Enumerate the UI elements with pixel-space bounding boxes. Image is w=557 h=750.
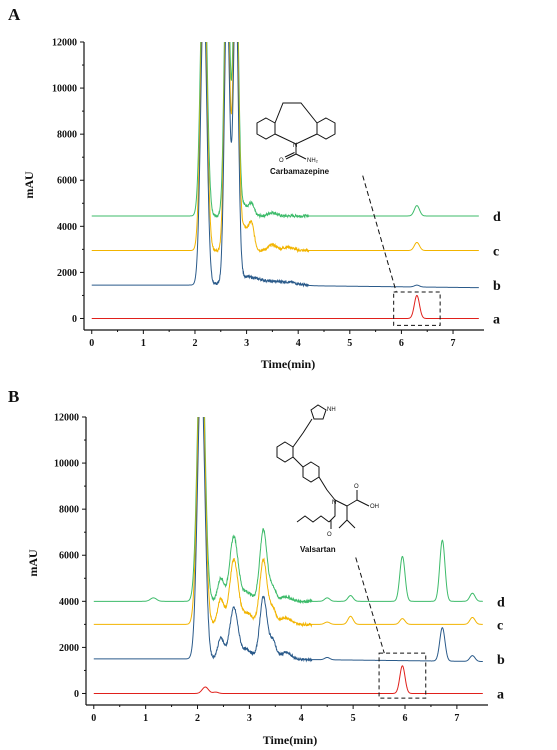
x-tick-label: 3 (244, 338, 249, 349)
trace-label-c: c (497, 618, 503, 633)
trace-label-b: b (497, 653, 505, 668)
svg-text:NH: NH (327, 407, 336, 413)
biphenyl-ring-2 (302, 461, 320, 483)
y-tick-label: 6000 (57, 176, 77, 187)
x-tick-label: 5 (351, 713, 356, 724)
trace-label-a: a (497, 687, 504, 702)
x-tick-label: 1 (143, 713, 148, 724)
trace-b-line (91, 42, 479, 289)
y-axis-title-b: mAU (26, 549, 40, 577)
y-tick-label: 8000 (59, 505, 79, 516)
benzene-ring-right (316, 117, 336, 140)
benzene-ring-left (256, 117, 276, 140)
y-tick-label: 12000 (52, 38, 77, 49)
x-tick-label: 6 (399, 338, 404, 349)
svg-text:O: O (327, 532, 332, 538)
trace-d-line (91, 42, 479, 219)
trace-label-a: a (493, 312, 500, 327)
trace-label-b: b (493, 279, 501, 294)
ethylene-bridge (274, 102, 318, 124)
y-tick-label: 0 (72, 314, 77, 325)
y-tick-label: 4000 (59, 597, 79, 608)
trace-a-line (91, 294, 479, 319)
y-tick-label: 12000 (54, 413, 79, 424)
y-tick-label: 0 (74, 689, 79, 700)
x-tick-label: 6 (403, 713, 408, 724)
panel-label-a: A (8, 5, 21, 24)
y-axis-title-a: mAU (22, 171, 36, 199)
y-tick-label: 4000 (57, 222, 77, 233)
x-tick-label: 4 (299, 713, 304, 724)
y-tick-label: 2000 (57, 268, 77, 279)
annotation-valsartan: Valsartan (300, 545, 336, 554)
panel-a: A mAU Time(min) 0 1 2 3 4 5 6 7 0 2000 4000 6000 800… (8, 5, 501, 371)
svg-text:N: N (332, 500, 336, 506)
trace-a-line (93, 665, 483, 694)
x-tick-label: 5 (347, 338, 352, 349)
svg-text:N: N (293, 143, 297, 149)
carbamazepine-structure: N O NH₂ (256, 102, 336, 164)
tetrazole-ring (310, 404, 327, 420)
valsartan-structure: NH N O O OH (276, 404, 379, 538)
trace-label-d: d (493, 210, 501, 225)
y-tick-label: 8000 (57, 130, 77, 141)
svg-text:O: O (354, 484, 359, 490)
x-tick-label: 7 (451, 338, 456, 349)
svg-text:O: O (279, 158, 284, 164)
trace-label-d: d (497, 595, 505, 610)
biphenyl-ring-1 (276, 441, 294, 463)
pentanoyl-chain (296, 515, 330, 523)
x-tick-label: 4 (296, 338, 301, 349)
x-axis-title-a: Time(min) (261, 357, 315, 371)
trace-b-line (93, 417, 483, 663)
y-tick-label: 2000 (59, 643, 79, 654)
x-tick-label: 2 (195, 713, 200, 724)
svg-text:NH₂: NH₂ (307, 158, 319, 164)
x-axis-title-b: Time(min) (263, 733, 317, 747)
callout-line (362, 175, 397, 293)
x-tick-label: 3 (247, 713, 252, 724)
trace-c-line (93, 417, 483, 628)
annotation-carbamazepine: Carbamazepine (270, 167, 330, 176)
y-tick-label: 10000 (52, 84, 77, 95)
x-tick-label: 2 (192, 338, 197, 349)
x-tick-label: 0 (91, 713, 96, 724)
y-tick-label: 6000 (59, 551, 79, 562)
highlight-box (393, 291, 441, 326)
trace-label-c: c (493, 245, 499, 260)
trace-d-line (93, 417, 483, 605)
svg-text:OH: OH (370, 504, 379, 510)
x-tick-label: 7 (454, 713, 459, 724)
panel-label-b: B (8, 387, 19, 406)
panel-b: B mAU Time(min) 0 1 2 3 4 5 6 7 0 2000 4000 6000 800… (8, 387, 505, 747)
x-tick-label: 0 (89, 338, 94, 349)
y-tick-label: 10000 (54, 459, 79, 470)
highlight-box (378, 652, 427, 699)
callout-line (355, 557, 385, 654)
x-tick-label: 1 (141, 338, 146, 349)
trace-c-line (91, 42, 479, 254)
